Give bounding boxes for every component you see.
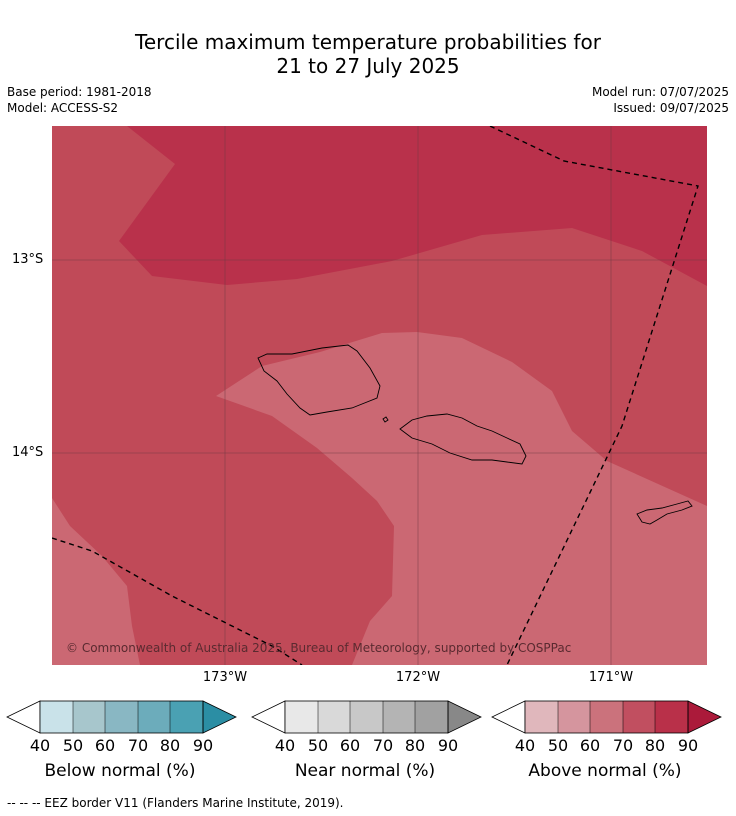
model-run: Model run: 07/07/2025 [591, 85, 729, 99]
eez-footnote: -- -- -- EEZ border V11 (Flanders Marine… [7, 796, 344, 810]
legend-label-near: Near normal (%) [294, 761, 436, 781]
graticule [52, 126, 707, 665]
title-line-2: 21 to 27 July 2025 [276, 54, 460, 78]
tick-90: 90 [437, 736, 459, 755]
tick-60: 60 [94, 736, 116, 755]
coastlines [257, 344, 693, 525]
zone-80-90-north [119, 126, 707, 286]
tick-50: 50 [547, 736, 569, 755]
probability-map[interactable] [52, 126, 707, 665]
tick-40: 40 [29, 736, 51, 755]
lon-label-172w: 172°W [395, 670, 441, 685]
tick-50: 50 [62, 736, 84, 755]
model-name: Model: ACCESS-S2 [7, 101, 119, 115]
colorbar-below [6, 700, 237, 734]
tick-80: 80 [404, 736, 426, 755]
tick-80: 80 [644, 736, 666, 755]
tutuila-island [636, 500, 693, 525]
map-canvas [52, 126, 707, 665]
tick-90: 90 [677, 736, 699, 755]
legend-label-above: Above normal (%) [528, 761, 682, 781]
title-line-1: Tercile maximum temperature probabilitie… [135, 30, 601, 54]
copyright-notice: © Commonwealth of Australia 2025, Bureau… [66, 641, 572, 655]
lon-label-171w: 171°W [588, 670, 634, 685]
tick-60: 60 [339, 736, 361, 755]
tick-40: 40 [514, 736, 536, 755]
colorbar-above [491, 700, 722, 734]
legend-above-normal: 40 50 60 70 80 90 Above normal (%) [490, 700, 730, 790]
meta-left: Base period: 1981-2018 Model: ACCESS-S2 [7, 84, 152, 116]
legend-label-below: Below normal (%) [44, 761, 196, 781]
legend-near-normal: 40 50 60 70 80 90 Near normal (%) [250, 700, 490, 790]
zone-60-70-central [216, 332, 707, 665]
lat-label-13s: 13°S [12, 252, 44, 267]
base-period: Base period: 1981-2018 [7, 85, 152, 99]
tick-70: 70 [372, 736, 394, 755]
lon-label-173w: 173°W [202, 670, 248, 685]
tick-70: 70 [612, 736, 634, 755]
map-title: Tercile maximum temperature probabilitie… [0, 30, 736, 78]
tick-70: 70 [127, 736, 149, 755]
tick-80: 80 [159, 736, 181, 755]
lat-label-14s: 14°S [12, 445, 44, 460]
small-islet [382, 416, 389, 423]
savaii-island [257, 344, 381, 416]
tick-50: 50 [307, 736, 329, 755]
colorbar-near [251, 700, 482, 734]
tick-40: 40 [274, 736, 296, 755]
legend-below-normal: 40 50 60 70 80 90 Below normal (%) [5, 700, 245, 790]
zone-60-70-southwest [52, 498, 140, 665]
upolu-island [399, 413, 527, 465]
tick-90: 90 [192, 736, 214, 755]
eez-border [52, 126, 699, 665]
meta-right: Model run: 07/07/2025 Issued: 09/07/2025 [592, 84, 729, 116]
issued-date: Issued: 09/07/2025 [613, 101, 729, 115]
tick-60: 60 [579, 736, 601, 755]
